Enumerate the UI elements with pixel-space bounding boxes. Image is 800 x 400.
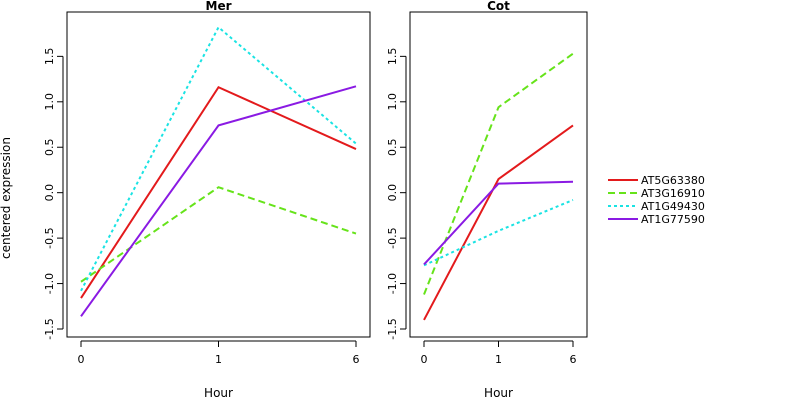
x-axis-title: Hour — [204, 386, 233, 400]
plot-frame — [66, 11, 371, 338]
x-tick-label: 1 — [495, 353, 502, 366]
y-tick-label: 1.0 — [386, 93, 399, 111]
y-tick-label: -1.5 — [386, 318, 399, 339]
y-tick-label: -1.0 — [386, 273, 399, 294]
plot-frame — [409, 11, 588, 338]
series-line-at5g63380 — [423, 124, 574, 321]
legend-label: AT1G77590 — [641, 213, 705, 226]
y-tick-label: -0.5 — [386, 227, 399, 248]
series-line-at1g49430 — [80, 25, 357, 292]
x-tick-label: 6 — [353, 353, 360, 366]
y-tick-label: 1.5 — [386, 48, 399, 65]
series-line-at1g77590 — [423, 180, 574, 266]
y-tick-label: 1.5 — [43, 48, 56, 65]
x-axis-title: Hour — [484, 386, 513, 400]
y-tick-label: -1.0 — [43, 273, 56, 294]
y-tick-label: -0.5 — [43, 227, 56, 248]
y-tick-label: 0.0 — [43, 184, 56, 202]
y-tick-label: 0.0 — [386, 184, 399, 202]
y-tick-label: -1.5 — [43, 318, 56, 339]
series-line-at1g49430 — [423, 199, 574, 267]
series-line-at1g77590 — [80, 85, 357, 317]
x-tick-label: 6 — [570, 353, 577, 366]
y-axis-title: centered expression — [0, 137, 13, 259]
legend-label: AT3G16910 — [641, 187, 705, 200]
panel-mer: Mer -1.5 -1.0 -0.5 0.0 0.5 1.0 1.5 0 1 6 Hour — [43, 0, 371, 400]
panels-layer: Mer -1.5 -1.0 -0.5 0.0 0.5 1.0 1.5 0 1 6 Hour Cot -1.… — [43, 0, 588, 400]
legend-label: AT5G63380 — [641, 174, 705, 187]
y-tick-label: 1.0 — [43, 93, 56, 111]
y-tick-label: 0.5 — [386, 138, 399, 156]
panel-cot: Cot -1.5 -1.0 -0.5 0.0 0.5 1.0 1.5 0 1 6 Hour — [386, 0, 588, 400]
series-line-at3g16910 — [423, 52, 574, 295]
x-tick-label: 1 — [215, 353, 222, 366]
x-tick-label: 0 — [421, 353, 428, 366]
legend-label: AT1G49430 — [641, 200, 705, 213]
series-line-at3g16910 — [80, 186, 357, 283]
x-tick-label: 0 — [78, 353, 85, 366]
series-line-at5g63380 — [80, 85, 357, 299]
y-tick-label: 0.5 — [43, 138, 56, 156]
panel-title: Mer — [206, 0, 232, 13]
panel-title: Cot — [487, 0, 510, 13]
